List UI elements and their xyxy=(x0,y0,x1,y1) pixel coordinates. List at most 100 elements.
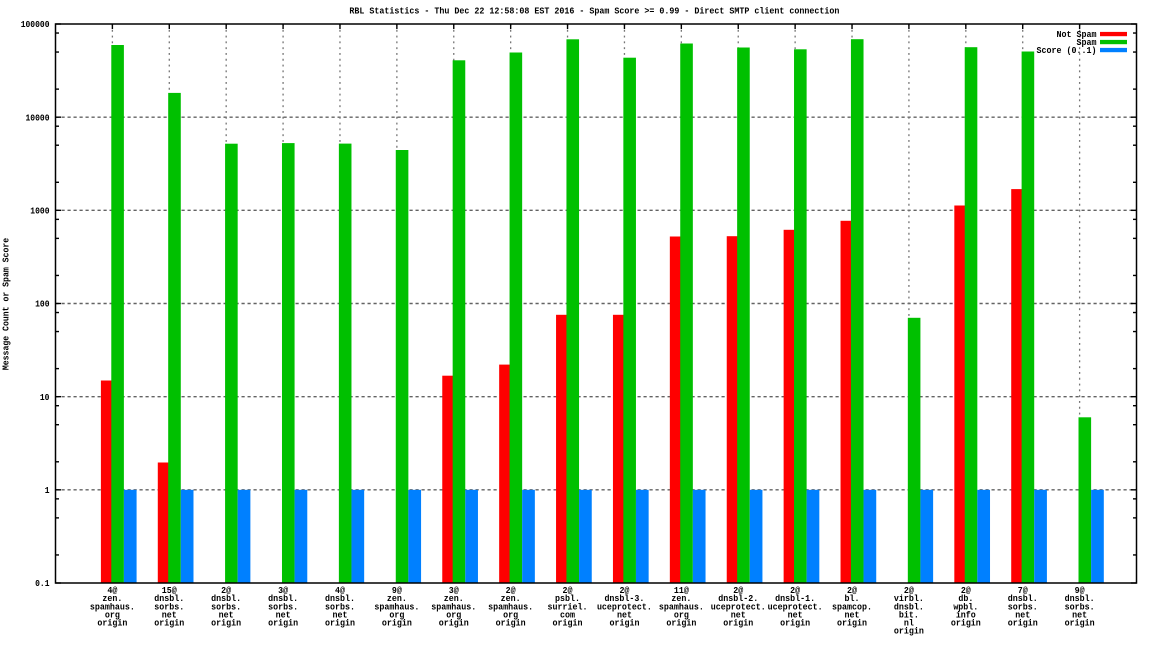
svg-text:4@: 4@ xyxy=(107,586,118,596)
svg-text:dnsbl.: dnsbl. xyxy=(154,594,184,604)
svg-text:info: info xyxy=(956,610,976,620)
svg-text:2@: 2@ xyxy=(790,586,801,596)
svg-text:origin: origin xyxy=(894,626,924,636)
svg-text:zen.: zen. xyxy=(501,594,521,604)
svg-text:dnsbl-3.: dnsbl-3. xyxy=(604,594,644,604)
svg-text:net: net xyxy=(162,610,177,620)
svg-text:nl: nl xyxy=(904,618,915,628)
svg-text:3@: 3@ xyxy=(278,586,289,596)
svg-text:origin: origin xyxy=(553,618,583,628)
svg-text:4@: 4@ xyxy=(335,586,346,596)
svg-text:origin: origin xyxy=(268,618,298,628)
svg-text:2@: 2@ xyxy=(847,586,858,596)
svg-text:origin: origin xyxy=(439,618,469,628)
svg-text:psbl.: psbl. xyxy=(555,594,580,604)
svg-text:0.1: 0.1 xyxy=(35,579,50,589)
svg-text:net: net xyxy=(332,610,347,620)
svg-text:origin: origin xyxy=(837,618,867,628)
svg-text:zen.: zen. xyxy=(671,594,691,604)
svg-text:origin: origin xyxy=(382,618,412,628)
svg-text:origin: origin xyxy=(154,618,184,628)
svg-text:10: 10 xyxy=(40,393,50,403)
svg-text:11@: 11@ xyxy=(674,586,690,596)
svg-text:3@: 3@ xyxy=(449,586,460,596)
svg-text:dnsbl.: dnsbl. xyxy=(894,602,924,612)
svg-text:net: net xyxy=(219,610,234,620)
svg-text:Message Count or Spam Score: Message Count or Spam Score xyxy=(2,238,12,370)
svg-text:spamhaus.: spamhaus. xyxy=(431,602,476,612)
svg-text:zen.: zen. xyxy=(387,594,407,604)
svg-text:bit.: bit. xyxy=(899,610,919,620)
svg-text:2@: 2@ xyxy=(619,586,630,596)
svg-text:dnsbl.: dnsbl. xyxy=(1065,594,1095,604)
svg-text:bl.: bl. xyxy=(845,594,860,604)
svg-text:sorbs.: sorbs. xyxy=(1008,602,1038,612)
svg-text:org: org xyxy=(389,610,404,620)
svg-text:sorbs.: sorbs. xyxy=(325,602,355,612)
svg-text:origin: origin xyxy=(325,618,355,628)
svg-text:sorbs.: sorbs. xyxy=(211,602,241,612)
svg-text:1000: 1000 xyxy=(30,207,49,217)
svg-text:net: net xyxy=(731,610,746,620)
svg-text:net: net xyxy=(845,610,860,620)
svg-text:Spam: Spam xyxy=(1077,38,1098,48)
svg-text:Not Spam: Not Spam xyxy=(1057,30,1098,40)
svg-text:sorbs.: sorbs. xyxy=(268,602,298,612)
svg-text:Score (0..1): Score (0..1) xyxy=(1037,46,1097,56)
svg-text:sorbs.: sorbs. xyxy=(1065,602,1095,612)
svg-text:dnsbl.: dnsbl. xyxy=(1008,594,1038,604)
svg-text:dnsbl-2.: dnsbl-2. xyxy=(718,594,758,604)
svg-text:origin: origin xyxy=(1065,618,1095,628)
svg-text:origin: origin xyxy=(1008,618,1038,628)
svg-text:2@: 2@ xyxy=(506,586,517,596)
svg-text:surriel.: surriel. xyxy=(548,602,588,612)
svg-text:dnsbl.: dnsbl. xyxy=(268,594,298,604)
svg-text:net: net xyxy=(276,610,291,620)
svg-text:org: org xyxy=(446,610,461,620)
svg-text:dnsbl.: dnsbl. xyxy=(211,594,241,604)
svg-text:net: net xyxy=(617,610,632,620)
svg-text:net: net xyxy=(1072,610,1087,620)
svg-text:spamhaus.: spamhaus. xyxy=(374,602,419,612)
svg-text:uceprotect.: uceprotect. xyxy=(768,602,823,612)
svg-text:org: org xyxy=(503,610,518,620)
svg-text:15@: 15@ xyxy=(162,586,178,596)
svg-text:uceprotect.: uceprotect. xyxy=(711,602,766,612)
svg-text:2@: 2@ xyxy=(563,586,574,596)
svg-text:2@: 2@ xyxy=(904,586,915,596)
svg-text:virbl.: virbl. xyxy=(894,594,924,604)
svg-text:100: 100 xyxy=(35,300,49,310)
svg-text:sorbs.: sorbs. xyxy=(154,602,184,612)
svg-text:2@: 2@ xyxy=(733,586,744,596)
svg-text:origin: origin xyxy=(780,618,810,628)
svg-text:origin: origin xyxy=(723,618,753,628)
svg-text:zen.: zen. xyxy=(444,594,464,604)
svg-text:spamhaus.: spamhaus. xyxy=(90,602,135,612)
svg-text:2@: 2@ xyxy=(961,586,972,596)
svg-text:origin: origin xyxy=(951,618,981,628)
svg-text:org: org xyxy=(105,610,120,620)
svg-text:net: net xyxy=(788,610,803,620)
svg-text:10000: 10000 xyxy=(26,113,50,123)
svg-text:origin: origin xyxy=(609,618,639,628)
svg-text:origin: origin xyxy=(97,618,127,628)
svg-text:spamhaus.: spamhaus. xyxy=(659,602,704,612)
svg-text:origin: origin xyxy=(211,618,241,628)
svg-text:2@: 2@ xyxy=(221,586,232,596)
svg-text:org: org xyxy=(674,610,689,620)
svg-text:7@: 7@ xyxy=(1018,586,1029,596)
svg-text:net: net xyxy=(1015,610,1030,620)
svg-text:uceprotect.: uceprotect. xyxy=(597,602,652,612)
svg-text:db.: db. xyxy=(958,594,973,604)
svg-text:origin: origin xyxy=(496,618,526,628)
svg-text:spamhaus.: spamhaus. xyxy=(488,602,533,612)
svg-text:9@: 9@ xyxy=(1075,586,1086,596)
svg-text:dnsbl.: dnsbl. xyxy=(325,594,355,604)
svg-text:origin: origin xyxy=(666,618,696,628)
svg-text:wpbl.: wpbl. xyxy=(953,602,978,612)
svg-text:9@: 9@ xyxy=(392,586,403,596)
svg-text:zen.: zen. xyxy=(102,594,122,604)
svg-text:dnsbl-1.: dnsbl-1. xyxy=(775,594,815,604)
svg-text:spamcop.: spamcop. xyxy=(832,602,872,612)
svg-text:100000: 100000 xyxy=(21,20,50,30)
